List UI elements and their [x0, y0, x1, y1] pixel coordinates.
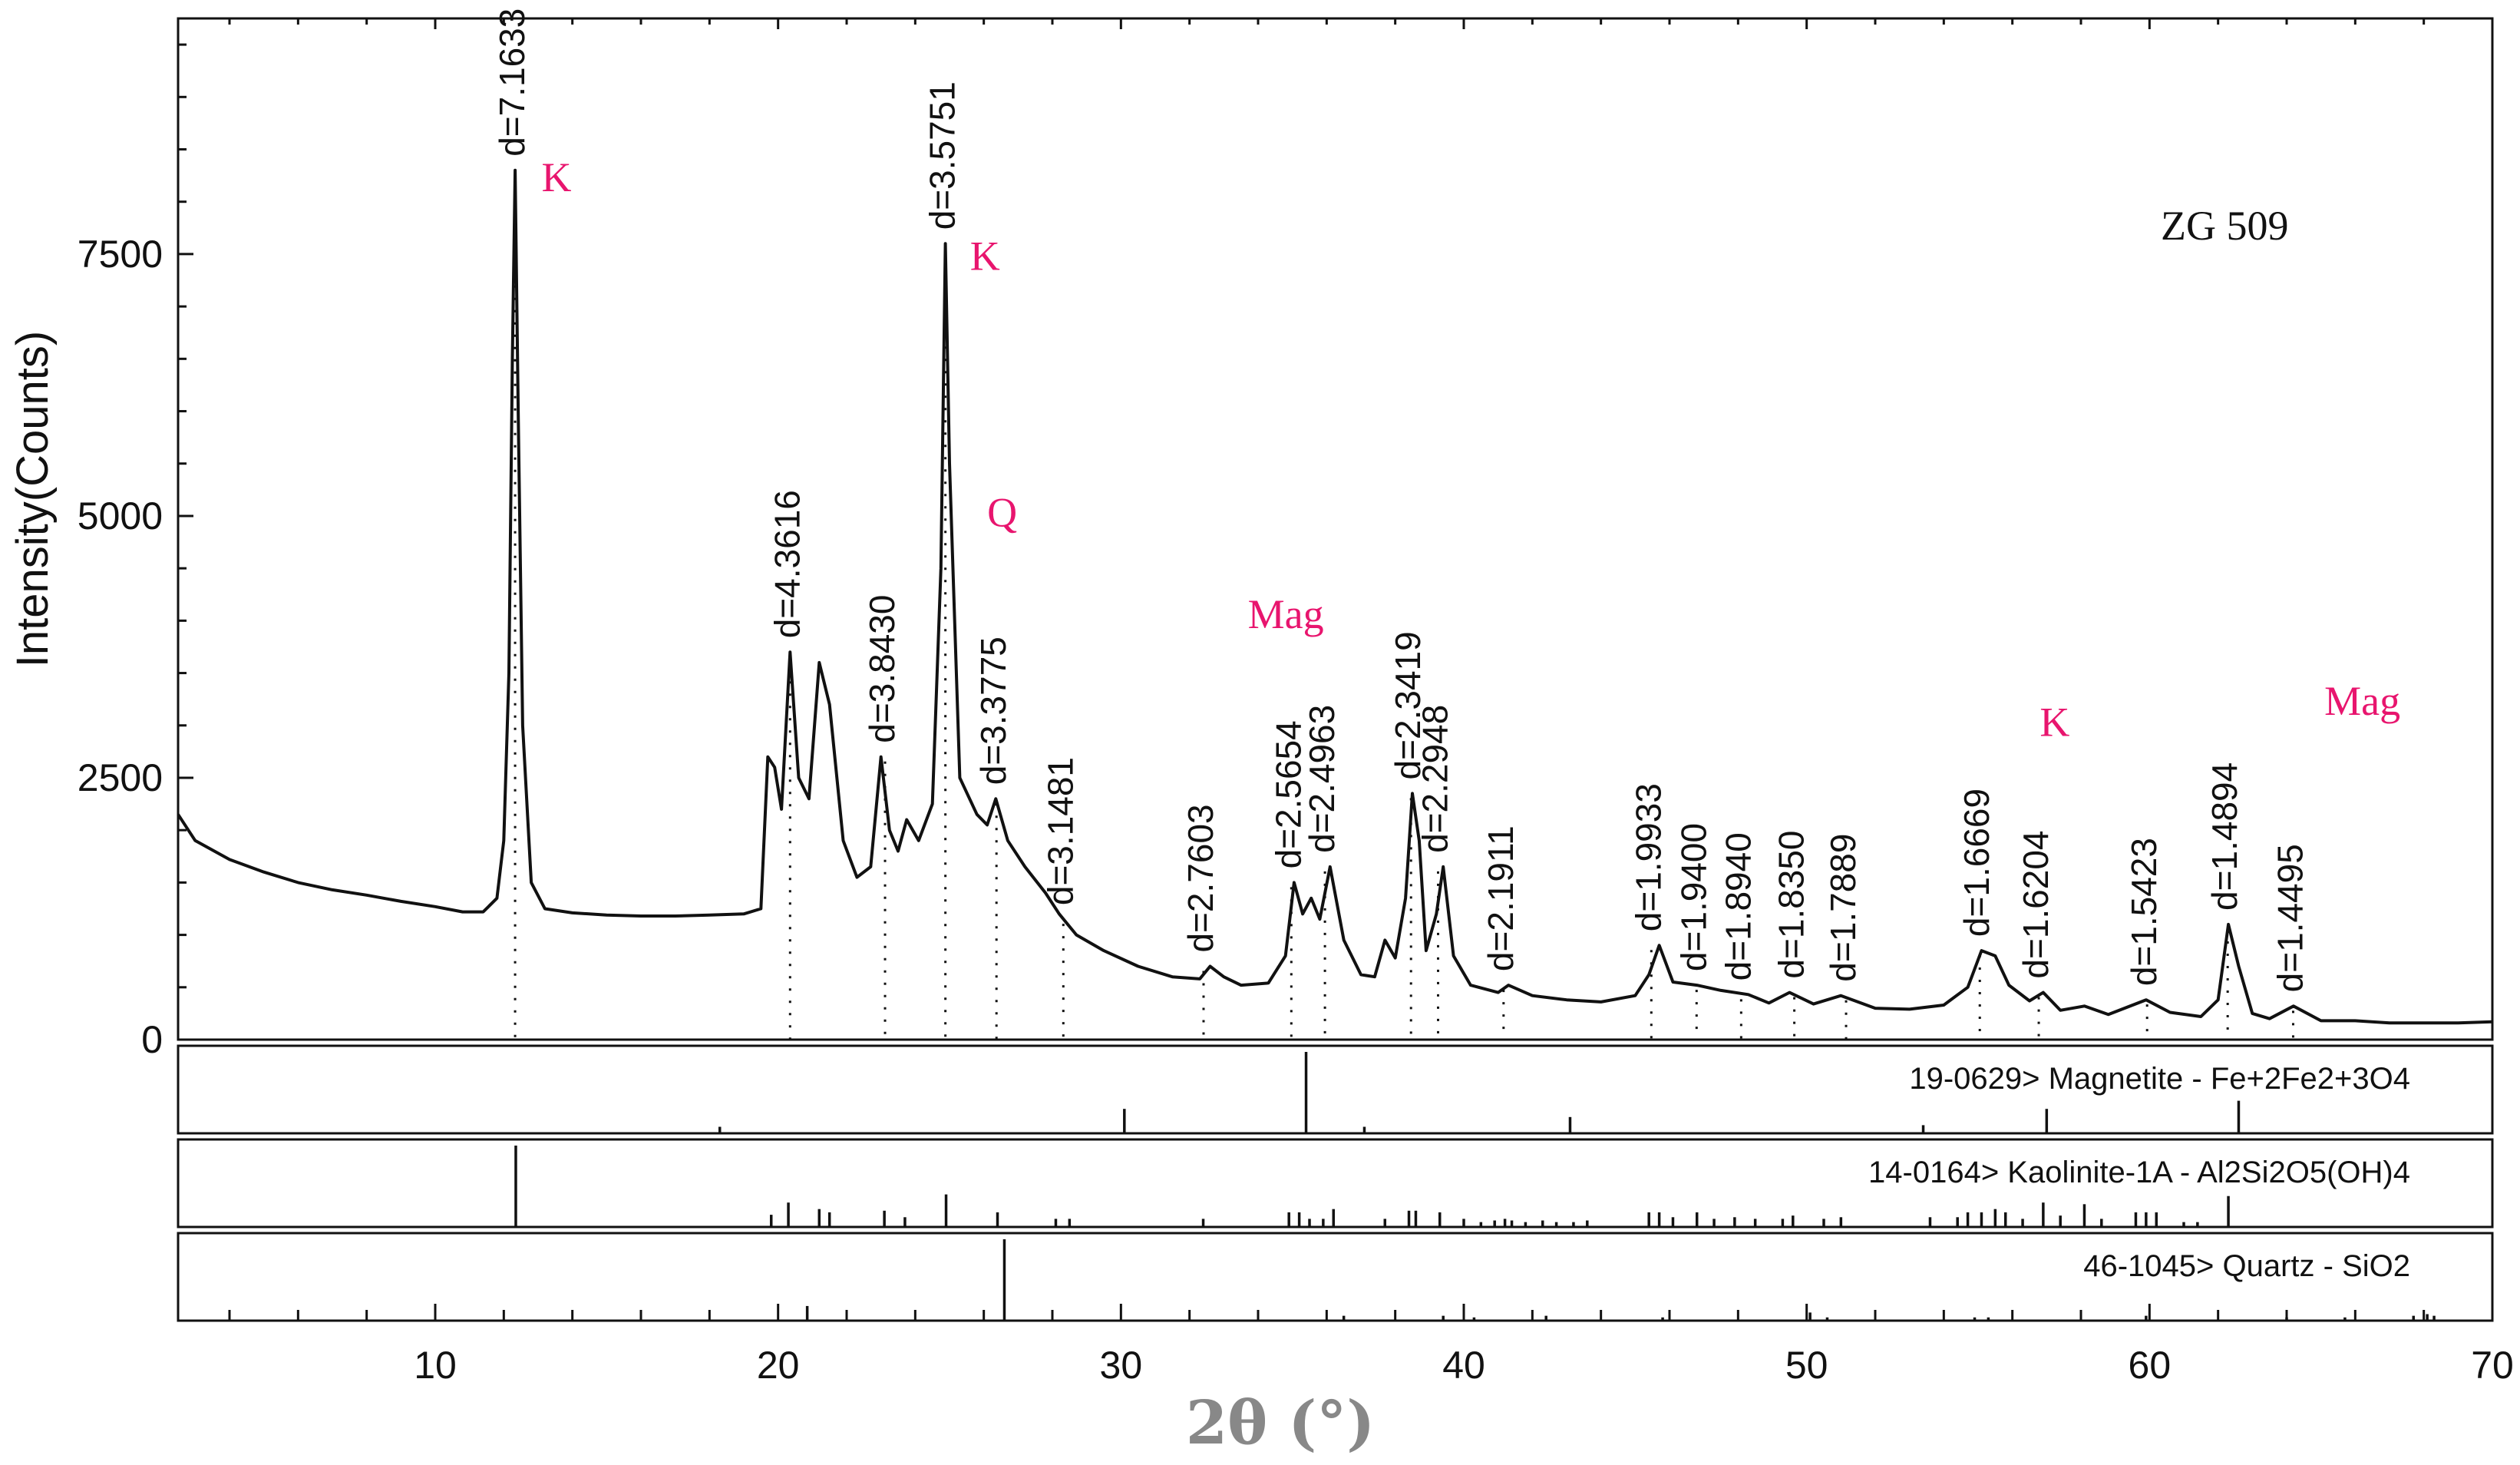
d-spacing-label: d=1.5423 [2124, 838, 2164, 986]
x-axis-label: 2θ (°) [1186, 1388, 1375, 1458]
d-spacing-label: d=7.1633 [492, 8, 532, 157]
x-tick-label: 10 [414, 1344, 457, 1387]
d-spacing-label: d=1.9400 [1673, 823, 1713, 971]
x-tick-label: 20 [757, 1344, 800, 1387]
main-plot-frame [177, 17, 2494, 1041]
d-spacing-label: d=2.5654 [1268, 720, 1308, 868]
d-spacing-label: d=2.4963 [1302, 705, 1342, 853]
x-tick-label: 40 [1442, 1344, 1485, 1387]
magnetite-panel [177, 1044, 2494, 1135]
y-tick-label: 2500 [78, 756, 163, 799]
d-spacing-label: d=3.3775 [973, 637, 1013, 785]
d-spacing-label: d=1.6204 [2016, 830, 2056, 978]
d-spacing-label: d=3.1481 [1040, 757, 1080, 905]
d-spacing-label: d=1.4894 [2205, 762, 2244, 911]
x-tick-label: 70 [2471, 1344, 2514, 1387]
phase-label: Mag [2324, 678, 2400, 724]
phase-label: K [970, 233, 1000, 279]
y-axis-label: Intensity(Counts) [8, 331, 58, 667]
ref-label-magnetite: 19-0629> Magnetite - Fe+2Fe2+3O4 [1909, 1062, 2410, 1096]
phase-label: K [2039, 699, 2069, 745]
sample-label: ZG 509 [2161, 203, 2288, 249]
y-tick-label: 7500 [78, 233, 163, 276]
y-tick-label: 0 [141, 1018, 163, 1061]
quartz-panel [177, 1232, 2494, 1322]
phase-label: Q [987, 490, 1017, 536]
ref-label-quartz: 46-1045> Quartz - SiO2 [2083, 1249, 2410, 1283]
axis-layer: 10 20 30 40 50 60 70 0 2500 5000 7500 [78, 18, 2514, 1387]
x-tick-label: 60 [2129, 1344, 2172, 1387]
d-spacing-label: d=1.9933 [1628, 783, 1668, 931]
d-spacing-label: d=2.1911 [1481, 825, 1521, 971]
ref-label-kaolinite: 14-0164> Kaolinite-1A - Al2Si2O5(OH)4 [1868, 1156, 2410, 1189]
d-spacing-label: d=1.6669 [1957, 789, 1997, 937]
plot-layer: d=7.1633 d=4.3616 d=3.8430 d=3.5751 d=3.3775… [177, 8, 2493, 1040]
d-spacing-label: d=3.8430 [862, 595, 902, 743]
d-spacing-label: d=1.4495 [2270, 844, 2310, 992]
d-spacing-label: d=1.8940 [1718, 832, 1758, 981]
d-spacing-label: d=2.3419 [1388, 631, 1428, 779]
d-spacing-label: d=3.5751 [923, 81, 963, 230]
reference-layer [514, 1052, 2436, 1321]
d-spacing-label: d=1.8350 [1772, 830, 1812, 978]
x-tick-label: 50 [1785, 1344, 1828, 1387]
y-tick-label: 5000 [78, 494, 163, 537]
phase-label: Mag [1248, 591, 1324, 637]
kaolinite-panel [177, 1138, 2494, 1229]
phase-label: K [541, 154, 571, 200]
d-spacing-label: d=2.2948 [1415, 705, 1455, 853]
d-spacing-label: d=4.3616 [767, 490, 807, 638]
diffraction-line [177, 168, 2493, 1025]
d-spacing-label: d=1.7889 [1823, 834, 1863, 982]
x-tick-label: 30 [1100, 1344, 1143, 1387]
d-spacing-label: d=2.7603 [1181, 804, 1220, 952]
